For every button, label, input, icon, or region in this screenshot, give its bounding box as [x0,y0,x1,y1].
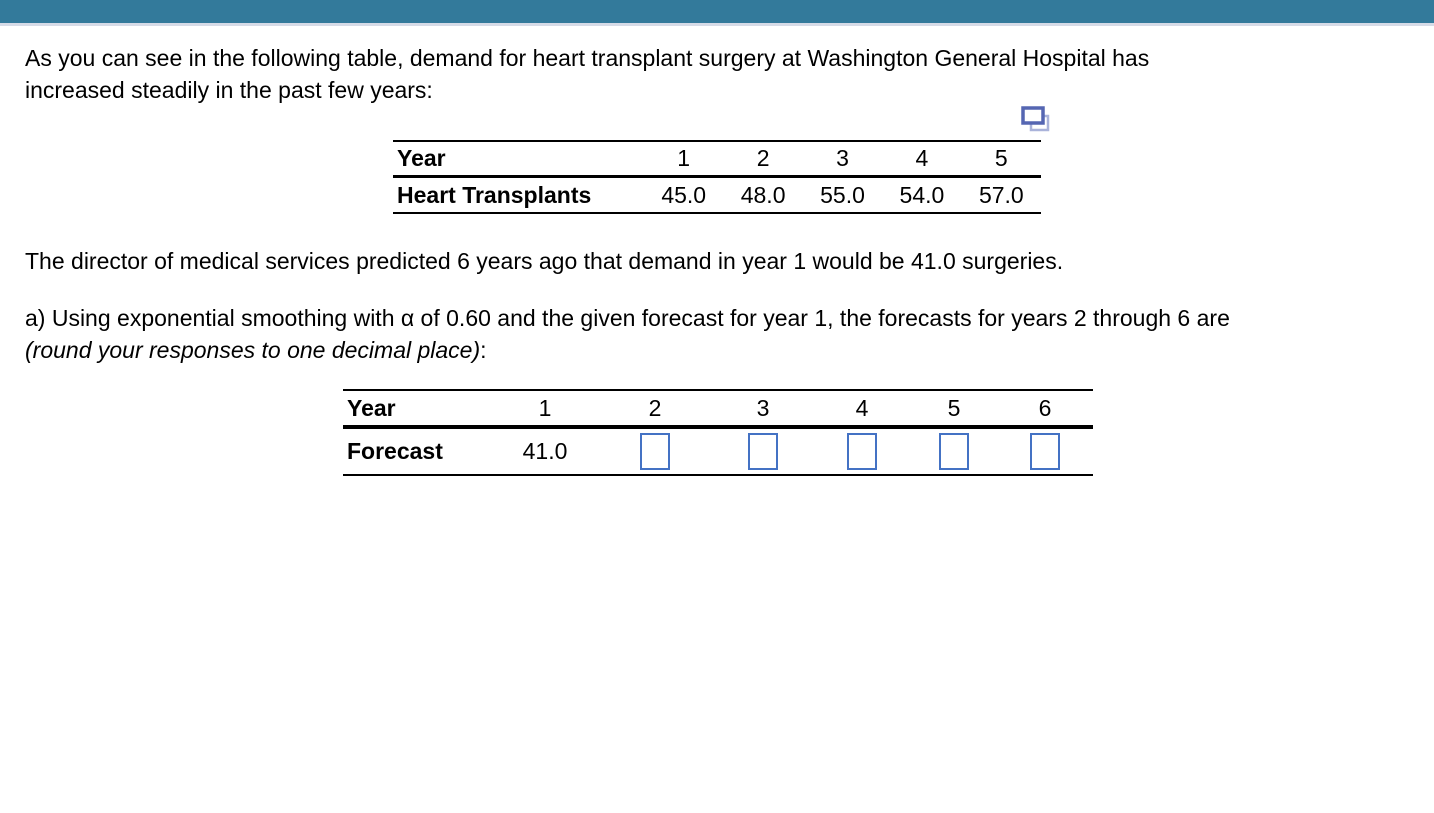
demand-table-year-2: 2 [756,145,770,171]
demand-table: Year 1 2 3 4 5 Heart Transplants 45.0 48… [393,140,1041,214]
demand-value-year-3: 55.0 [820,181,865,208]
forecast-input-year-2[interactable] [640,433,670,470]
forecast-table-year-3: 3 [756,394,770,421]
question-a-line-1: a) Using exponential smoothing with α of… [25,305,1230,331]
demand-table-year-5: 5 [994,145,1008,171]
forecast-table-data-row: Forecast 41.0 [343,429,1093,476]
demand-value-year-1: 45.0 [661,181,707,208]
demand-table-year-4: 4 [915,145,929,171]
demand-table-year-label: Year [397,145,446,171]
forecast-table-year-4: 4 [855,394,869,421]
intro-line-2: increased steadily in the past few years… [25,77,433,103]
forecast-table-header-row: Year 1 2 3 4 5 6 [343,391,1093,429]
demand-value-year-4: 54.0 [899,181,945,208]
demand-value-year-5: 57.0 [978,181,1024,208]
top-accent-bar-divider [0,23,1434,26]
forecast-value-year-1: 41.0 [522,438,568,464]
forecast-input-year-3[interactable] [748,433,778,470]
demand-table-transplants-label: Heart Transplants [397,181,592,208]
intro-paragraph: As you can see in the following table, d… [25,42,1149,106]
forecast-table-year-2: 2 [648,394,662,421]
forecast-input-year-4[interactable] [847,433,877,470]
top-accent-bar [0,0,1434,23]
forecast-table-forecast-label: Forecast [347,438,443,464]
question-a-colon: : [480,337,487,363]
forecast-table: Year 1 2 3 4 5 6 Forecast 41.0 [343,389,1093,476]
question-a-line-2: (round your responses to one decimal pla… [25,334,1230,366]
popout-table-icon[interactable] [1021,106,1051,134]
forecast-table-year-5: 5 [947,394,961,421]
demand-value-year-2: 48.0 [740,181,786,208]
director-paragraph: The director of medical services predict… [25,248,1064,274]
demand-table-data-row: Heart Transplants 45.0 48.0 55.0 54.0 57… [393,178,1041,214]
forecast-input-year-5[interactable] [939,433,969,470]
forecast-input-year-6[interactable] [1030,433,1060,470]
question-a-paragraph: a) Using exponential smoothing with α of… [25,302,1230,366]
intro-line-1: As you can see in the following table, d… [25,45,1150,71]
forecast-table-year-label: Year [347,394,396,421]
forecast-table-year-6: 6 [1038,394,1052,421]
question-a-rounding-note: (round your responses to one decimal pla… [25,337,481,363]
demand-table-year-3: 3 [836,145,849,171]
demand-table-header-row: Year 1 2 3 4 5 [393,142,1041,178]
demand-table-year-1: 1 [677,145,691,171]
forecast-table-year-1: 1 [538,394,552,421]
